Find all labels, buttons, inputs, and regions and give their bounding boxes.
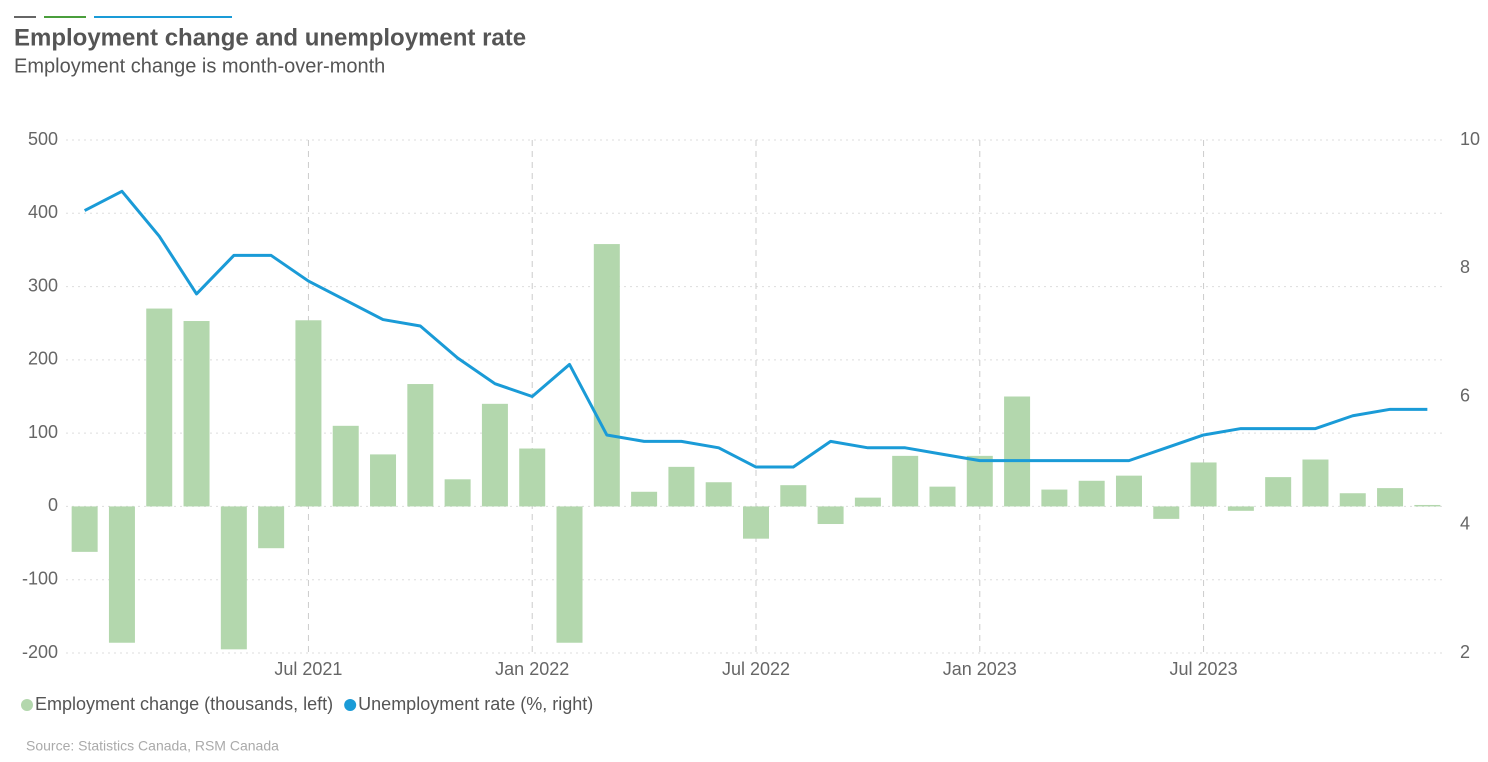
bar	[1339, 493, 1366, 507]
bar	[519, 448, 546, 507]
bar	[370, 454, 397, 507]
x-tick-label: Jul 2022	[722, 659, 790, 679]
bar	[1078, 480, 1105, 507]
y2-tick-label: 2	[1460, 642, 1470, 662]
bar	[295, 320, 322, 507]
bar	[705, 482, 732, 507]
bar	[1302, 459, 1329, 507]
bar	[668, 466, 695, 507]
y-tick-label: 500	[28, 129, 58, 149]
y2-tick-label: 6	[1460, 385, 1470, 405]
bar	[966, 455, 993, 507]
bar	[183, 321, 210, 507]
bar	[71, 506, 98, 552]
bar	[556, 506, 583, 643]
bar	[1265, 477, 1292, 507]
x-tick-label: Jul 2023	[1170, 659, 1238, 679]
bar	[817, 506, 844, 525]
bar	[854, 497, 881, 507]
y-tick-label: 0	[48, 495, 58, 515]
bar	[929, 486, 956, 507]
bar	[743, 506, 769, 539]
bar	[1153, 506, 1180, 519]
bar	[1004, 396, 1031, 507]
x-tick-label: Jan 2023	[943, 659, 1017, 679]
y-tick-label: 100	[28, 422, 58, 442]
chart-subtitle: Employment change is month-over-month	[14, 55, 385, 77]
y2-tick-label: 4	[1460, 514, 1470, 534]
bar	[444, 479, 471, 507]
bar	[220, 506, 247, 650]
bar	[593, 244, 620, 507]
bar	[108, 506, 135, 643]
bar	[780, 485, 807, 507]
bar	[407, 384, 434, 507]
legend-marker	[21, 699, 33, 711]
bar	[1190, 462, 1217, 507]
y2-tick-label: 8	[1460, 257, 1470, 277]
bar	[1227, 506, 1254, 511]
bar	[631, 491, 658, 507]
bar	[1414, 504, 1441, 507]
legend-label: Employment change (thousands, left)	[35, 694, 333, 714]
legend-label: Unemployment rate (%, right)	[358, 694, 593, 714]
y-tick-label: 400	[28, 202, 58, 222]
bar	[258, 506, 285, 549]
y-tick-label: -200	[22, 642, 58, 662]
bar	[1041, 489, 1068, 507]
x-tick-label: Jul 2021	[274, 659, 342, 679]
y-tick-label: 300	[28, 275, 58, 295]
x-tick-label: Jan 2022	[495, 659, 569, 679]
line	[83, 189, 1428, 469]
bar	[1115, 475, 1142, 507]
bar	[146, 308, 173, 507]
bar	[1377, 488, 1404, 507]
chart-title: Employment change and unemployment rate	[14, 24, 526, 51]
source: Source: Statistics Canada, RSM Canada	[26, 738, 279, 754]
y-tick-label: 200	[28, 349, 58, 369]
bar	[481, 403, 508, 507]
bar	[892, 455, 919, 507]
legend-marker	[344, 699, 357, 711]
y2-tick-label: 10	[1460, 129, 1480, 149]
bar	[332, 425, 359, 507]
y-tick-label: -100	[22, 568, 58, 588]
